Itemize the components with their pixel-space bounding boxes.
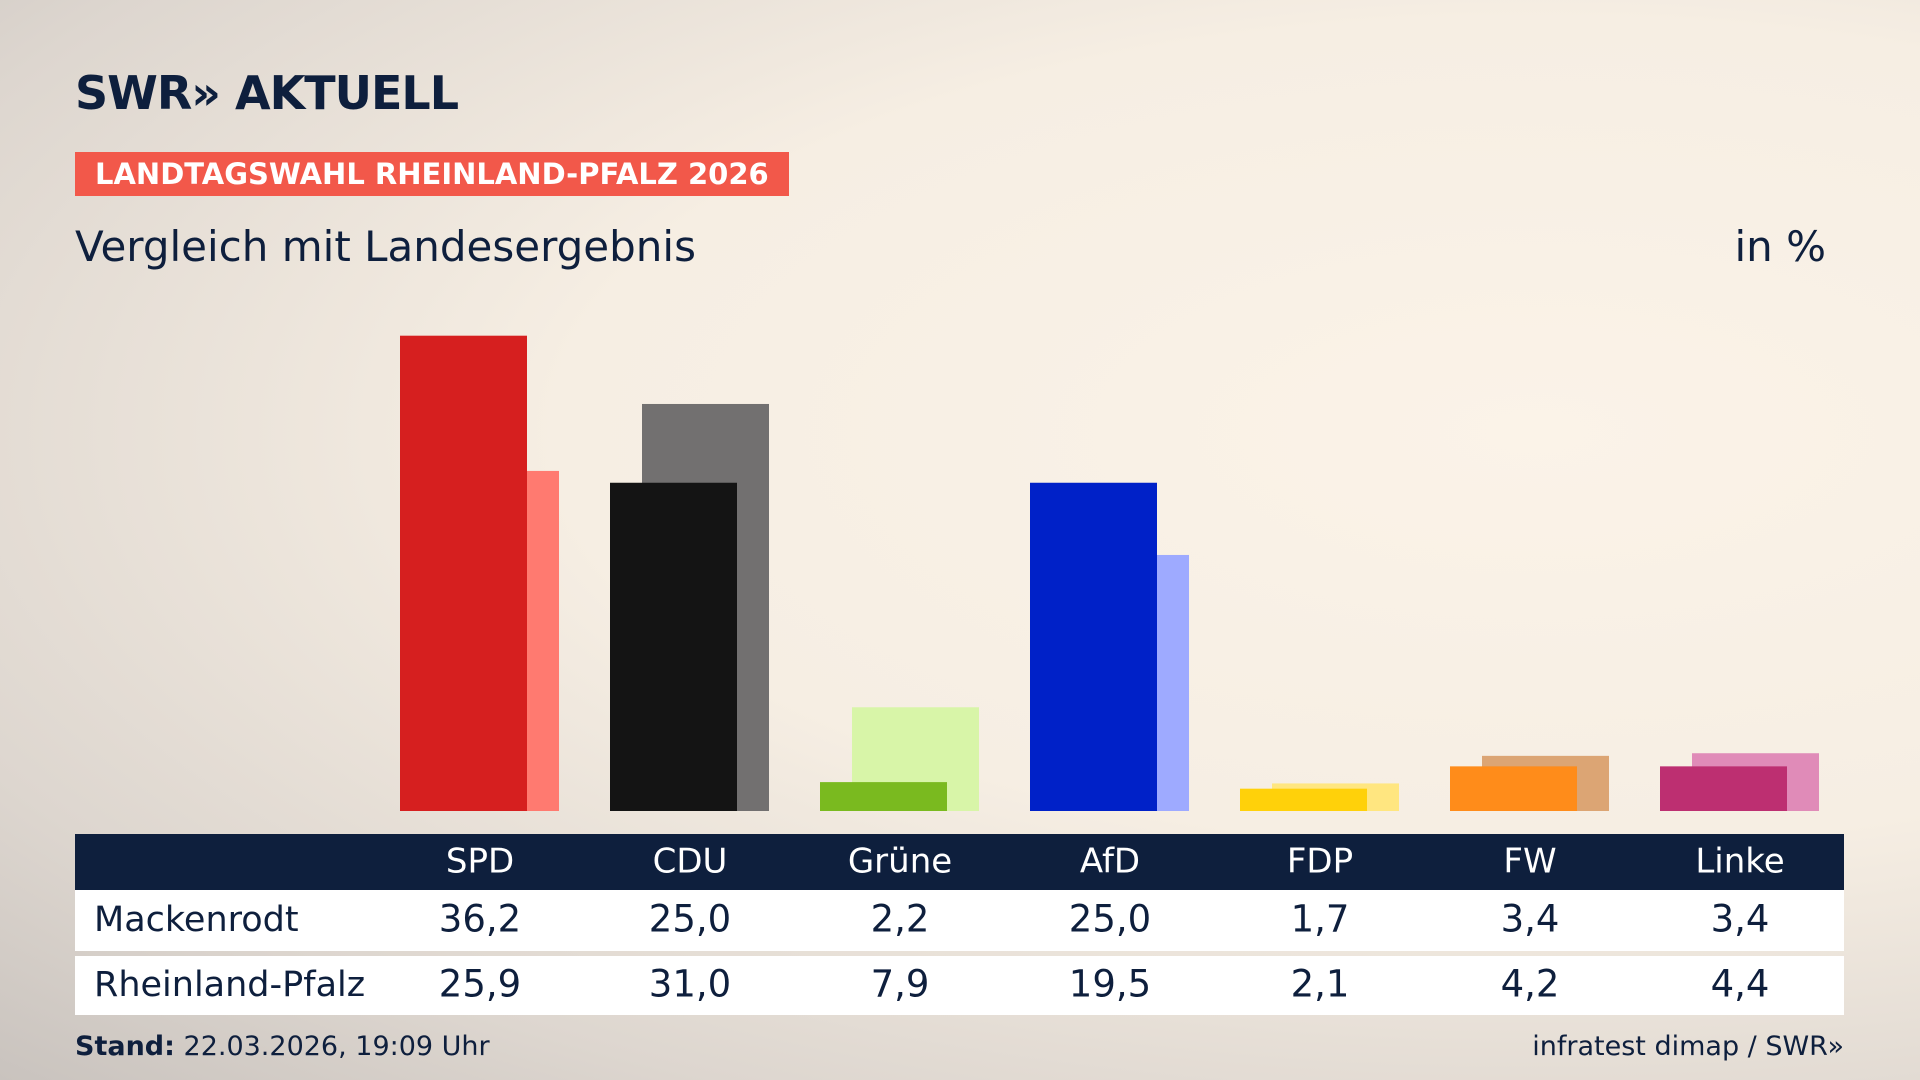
source: infratest dimap / SWR» bbox=[1532, 1031, 1844, 1062]
table-header bbox=[75, 834, 1844, 890]
banner: LANDTAGSWAHL RHEINLAND-PFALZ 2026 bbox=[75, 152, 789, 196]
bar bbox=[400, 335, 527, 811]
subtitle: Vergleich mit Landesergebnis bbox=[75, 222, 696, 271]
value-label: 25,9 bbox=[439, 963, 521, 1006]
logo: SWR» AKTUELL bbox=[75, 66, 459, 120]
category-label: Linke bbox=[1695, 842, 1784, 882]
category-label: AfD bbox=[1080, 842, 1140, 882]
unit: in % bbox=[1734, 222, 1826, 271]
series-label: Mackenrodt bbox=[94, 900, 299, 940]
value-label: 3,4 bbox=[1501, 898, 1560, 941]
category-label: FDP bbox=[1287, 842, 1353, 882]
value-label: 1,7 bbox=[1291, 898, 1350, 941]
category-label: Grüne bbox=[848, 842, 952, 882]
chart: SPD CDU Grüne AfD FDP FW Linke Mackenrodt 36,2 25… bbox=[75, 335, 1844, 1015]
value-label: 25,0 bbox=[649, 898, 731, 941]
category-label: SPD bbox=[446, 842, 514, 882]
series-label: Rheinland-Pfalz bbox=[94, 965, 365, 1005]
table-row bbox=[75, 956, 1844, 1015]
value-label: 2,1 bbox=[1291, 963, 1350, 1006]
value-label: 2,2 bbox=[871, 898, 930, 941]
value-label: 31,0 bbox=[649, 963, 731, 1006]
table-row bbox=[75, 890, 1844, 951]
value-label: 25,0 bbox=[1069, 898, 1151, 941]
category-label: FW bbox=[1503, 842, 1556, 882]
bar bbox=[1030, 482, 1157, 811]
bar bbox=[1240, 788, 1367, 811]
bar bbox=[820, 782, 947, 811]
bar bbox=[1450, 766, 1577, 811]
stand-value: 22.03.2026, 19:09 Uhr bbox=[183, 1031, 490, 1062]
category-label: CDU bbox=[653, 842, 728, 882]
value-label: 19,5 bbox=[1069, 963, 1151, 1006]
bar bbox=[1660, 766, 1787, 811]
bar bbox=[610, 482, 737, 811]
value-label: 7,9 bbox=[871, 963, 930, 1006]
value-label: 36,2 bbox=[439, 898, 521, 941]
value-label: 4,2 bbox=[1501, 963, 1560, 1006]
stand-label: Stand: bbox=[75, 1031, 175, 1062]
value-label: 3,4 bbox=[1711, 898, 1770, 941]
stand: Stand: 22.03.2026, 19:09 Uhr bbox=[75, 1031, 490, 1062]
value-label: 4,4 bbox=[1711, 963, 1770, 1006]
